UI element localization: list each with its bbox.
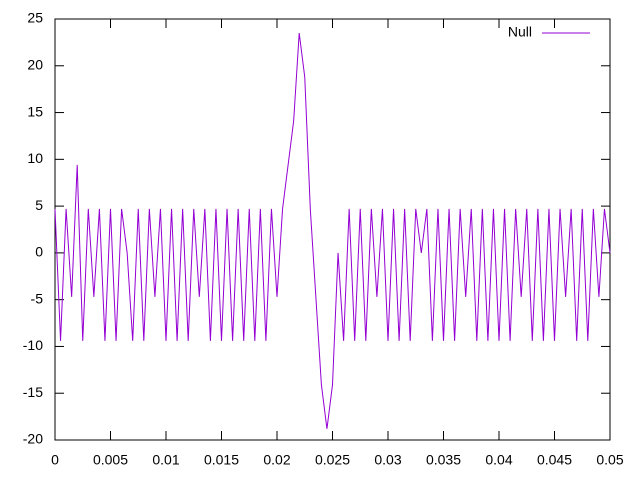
x-tick-label: 0.035 [426, 452, 461, 468]
legend-label: Null [508, 24, 532, 40]
y-tick-label: -5 [31, 290, 44, 306]
x-tick-label: 0.025 [315, 452, 350, 468]
y-tick-label: -10 [23, 337, 43, 353]
x-tick-label: 0 [51, 452, 59, 468]
data-line [54, 32, 611, 429]
x-tick-label: 0.01 [152, 452, 179, 468]
x-tick-label: 0.045 [537, 452, 572, 468]
x-tick-label: 0.02 [263, 452, 290, 468]
y-tick-label: 10 [27, 150, 43, 166]
y-tick-label: 15 [27, 103, 43, 119]
y-tick-label: -15 [23, 384, 43, 400]
x-tick-label: 0.05 [596, 452, 623, 468]
x-tick-label: 0.005 [93, 452, 128, 468]
y-tick-label: 25 [27, 10, 43, 26]
y-tick-label: 20 [27, 56, 43, 72]
y-tick-label: 0 [35, 244, 43, 260]
y-tick-label: 5 [35, 197, 43, 213]
x-tick-label: 0.03 [374, 452, 401, 468]
x-tick-label: 0.015 [204, 452, 239, 468]
x-tick-label: 0.04 [485, 452, 512, 468]
y-tick-label: -20 [23, 431, 43, 447]
